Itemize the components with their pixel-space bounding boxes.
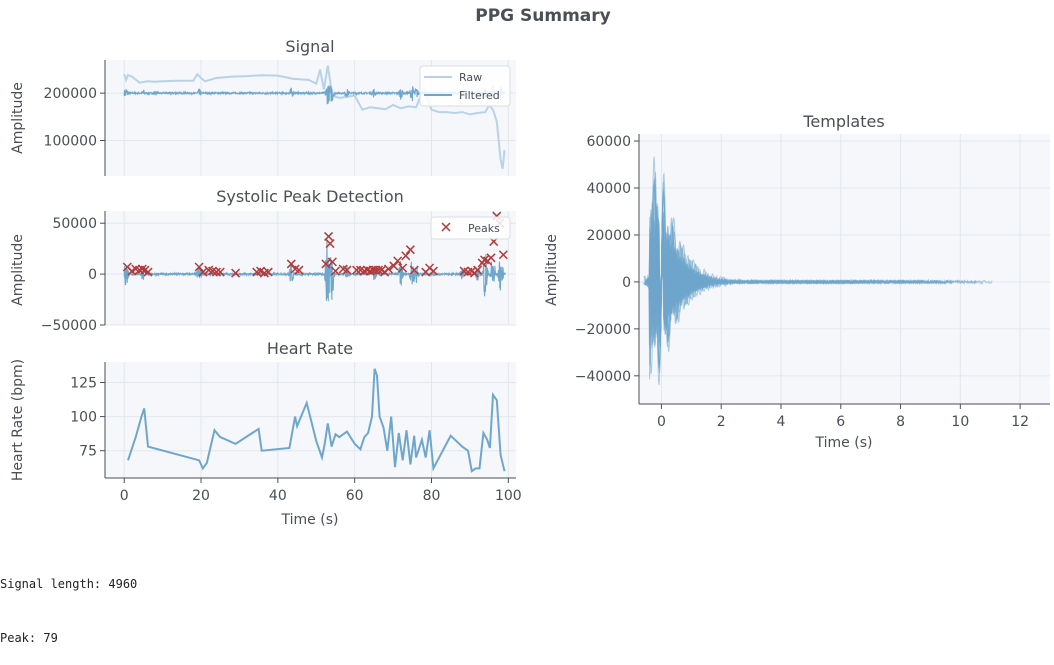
x-tick-label: 4 — [777, 414, 786, 430]
peak-marker — [286, 259, 296, 269]
legend-filtered-label: Filtered — [459, 89, 500, 102]
x-tick-label: 10 — [951, 414, 969, 430]
templates-axes-bg — [639, 134, 1050, 404]
y-tick-label: 125 — [70, 375, 97, 391]
peak-marker — [194, 262, 204, 272]
peak-marker — [486, 253, 496, 263]
figure-title: PPG Summary — [475, 6, 611, 26]
peak-marker — [479, 255, 490, 265]
x-tick-label: 20 — [192, 488, 210, 504]
peak-marker — [383, 264, 394, 274]
y-tick-label: 0 — [88, 267, 97, 283]
template-line — [649, 224, 922, 331]
signal-raw-line — [123, 65, 506, 170]
templates-title: Templates — [802, 112, 884, 131]
peak-marker — [409, 265, 419, 275]
peak-marker — [327, 257, 337, 267]
templates-y-ticks: −40000 −20000 0 20000 40000 60000 — [575, 134, 639, 385]
heart-rate-line — [127, 368, 506, 473]
console-output: Signal length: 4960 Peak: 79 — [0, 539, 137, 665]
peak-marker — [231, 268, 241, 278]
peaks-legend: Peaks — [430, 216, 511, 240]
y-tick-label: −20000 — [575, 322, 631, 338]
x-tick-label: 0 — [120, 488, 129, 504]
series-filtered-signal — [123, 240, 506, 302]
signal-y-ticks: 100000 200000 — [44, 86, 105, 149]
peak-marker — [294, 265, 304, 275]
y-tick-label: −40000 — [575, 369, 631, 385]
x-tick-label: 40 — [269, 488, 287, 504]
x-tick-label: 2 — [717, 414, 726, 430]
signal-title: Signal — [285, 37, 334, 56]
x-tick-label: 80 — [423, 488, 441, 504]
peak-marker — [398, 263, 408, 273]
y-tick-label: 100 — [70, 410, 97, 426]
y-tick-label: 200000 — [44, 86, 97, 102]
series-heart-rate — [127, 368, 506, 473]
x-tick-label: 100 — [495, 488, 522, 504]
peak-marker — [428, 266, 438, 276]
peaks-signal-line — [123, 240, 506, 302]
x-tick-label: 6 — [836, 414, 845, 430]
peak-marker — [352, 265, 362, 275]
template-line — [644, 204, 691, 346]
y-tick-label: 100000 — [44, 133, 97, 149]
signal-legend: Raw Filtered — [419, 65, 511, 107]
peak-marker — [321, 259, 331, 269]
heart-rate-x-ticks: 0 20 40 60 80 100 — [120, 478, 522, 504]
y-tick-label: 60000 — [586, 134, 631, 150]
peak-marker — [401, 251, 411, 261]
signal-ylabel: Amplitude — [10, 82, 26, 154]
peaks-panel: −50000 0 50000 Systolic Peak Detection Amp… — [10, 187, 516, 334]
y-tick-label: −50000 — [41, 318, 97, 334]
heart-rate-xlabel: Time (s) — [281, 512, 339, 528]
legend-peaks-marker — [441, 222, 451, 232]
peak-marker — [373, 265, 384, 275]
peak-count-line: Peak: 79 — [0, 631, 58, 645]
peak-marker — [389, 261, 399, 271]
y-tick-label: 0 — [622, 275, 631, 291]
heart-rate-title: Heart Rate — [267, 339, 353, 358]
peak-marker — [473, 265, 483, 275]
y-tick-label: 75 — [79, 444, 97, 460]
peaks-legend-box — [430, 216, 511, 240]
templates-ylabel: Amplitude — [544, 234, 560, 306]
series-raw — [123, 65, 506, 170]
legend-peaks-label: Peaks — [468, 222, 500, 235]
heart-rate-panel: 75 100 125 0 20 40 60 80 100 Heart Rate Heart R… — [10, 339, 522, 528]
peak-marker — [498, 250, 508, 260]
templates-xlabel: Time (s) — [815, 435, 873, 451]
peak-marker — [143, 267, 153, 277]
peak-marker — [393, 256, 403, 266]
peak-marker — [215, 267, 225, 277]
peak-marker — [325, 239, 335, 249]
templates-x-ticks: 0 2 4 6 8 10 12 — [657, 404, 1029, 430]
legend-raw-label: Raw — [459, 71, 482, 84]
peak-marker — [330, 266, 340, 276]
heart-rate-ylabel: Heart Rate (bpm) — [10, 359, 26, 481]
peak-marker — [324, 231, 334, 241]
peak-marker — [263, 267, 273, 277]
peak-marker — [198, 267, 208, 277]
peaks-ylabel: Amplitude — [10, 234, 26, 306]
peak-marker — [342, 265, 352, 275]
x-tick-label: 8 — [896, 414, 905, 430]
templates-lines — [643, 156, 993, 386]
y-tick-label: 50000 — [52, 216, 97, 232]
peaks-markers — [122, 211, 508, 278]
peak-marker — [137, 264, 147, 274]
x-tick-label: 0 — [657, 414, 666, 430]
x-tick-label: 12 — [1011, 414, 1029, 430]
heart-rate-y-ticks: 75 100 125 — [70, 375, 105, 460]
templates-panel: −40000 −20000 0 20000 40000 60000 0 2 4 6 8 10 12 T… — [544, 112, 1050, 451]
peak-marker — [405, 245, 415, 255]
peaks-title: Systolic Peak Detection — [216, 187, 404, 206]
x-tick-label: 60 — [346, 488, 364, 504]
peak-marker — [211, 267, 221, 277]
y-tick-label: 40000 — [586, 181, 631, 197]
signal-panel: 100000 200000 Signal Amplitude Raw Filter… — [10, 37, 516, 176]
peaks-y-ticks: −50000 0 50000 — [41, 216, 105, 334]
y-tick-label: 20000 — [586, 228, 631, 244]
